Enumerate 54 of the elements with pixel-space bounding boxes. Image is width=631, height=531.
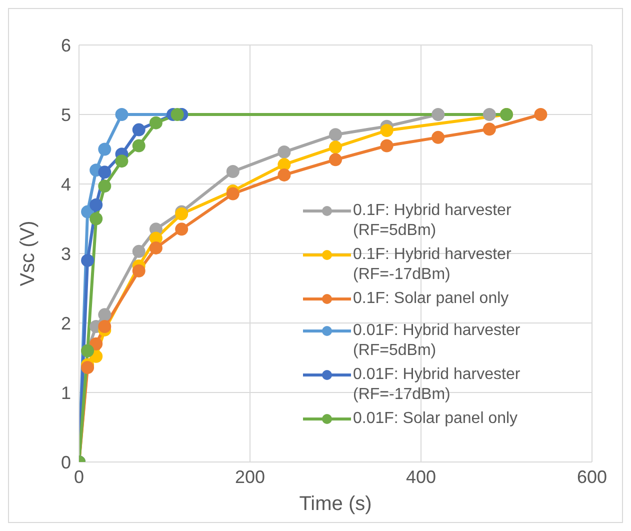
point [90, 198, 103, 212]
y-tick-label: 5 [60, 104, 71, 125]
point [329, 140, 342, 154]
x-tick-label: 200 [234, 466, 266, 487]
point [115, 108, 128, 121]
point [98, 308, 112, 322]
point [432, 108, 445, 121]
point [329, 153, 342, 166]
x-tick-label: 400 [406, 466, 436, 487]
y-axis-title: Vsc (V) [17, 220, 40, 286]
point [132, 264, 146, 278]
point [278, 168, 291, 182]
point [482, 108, 496, 121]
point [98, 320, 112, 333]
point [149, 116, 162, 130]
point [534, 108, 548, 121]
point [432, 130, 445, 144]
legend-label: 0.01F: Hybrid harvester (RF=5dBm) [353, 321, 522, 361]
y-tick-label: 4 [60, 174, 71, 194]
point [226, 187, 240, 200]
point [98, 180, 112, 193]
legend-label: 0.01F: Solar panel only [353, 409, 518, 429]
legend-label: 0.01F: Hybrid harvester (RF=-17dBm) [353, 365, 522, 405]
point [90, 337, 103, 350]
point [98, 142, 112, 156]
x-tick-label: 600 [576, 466, 608, 487]
y-tick-label: 2 [60, 313, 71, 334]
x-tick-label: 0 [74, 466, 84, 487]
point [482, 122, 496, 136]
y-tick-label: 0 [60, 452, 71, 472]
y-tick-label: 1 [60, 382, 71, 403]
y-tick-label: 6 [60, 35, 71, 56]
point [149, 241, 162, 254]
point [81, 360, 94, 374]
point [329, 128, 342, 142]
x-axis-title: Time (s) [299, 493, 372, 515]
y-tick-label: 3 [60, 244, 71, 264]
legend-label: 0.1F: Hybrid harvester (RF=-17dBm) [353, 245, 512, 285]
point [132, 139, 146, 152]
point [380, 124, 394, 137]
legend-label: 0.1F: Hybrid harvester (RF=5dBm) [353, 201, 512, 241]
point [380, 139, 394, 152]
point [81, 254, 94, 267]
point [175, 222, 188, 236]
point [132, 244, 146, 258]
legend-label: 0.1F: Solar panel only [353, 289, 509, 309]
point [98, 166, 112, 179]
point [90, 212, 103, 226]
point [115, 154, 128, 168]
point [278, 158, 291, 172]
point [278, 146, 291, 159]
point [132, 123, 146, 136]
point [226, 164, 240, 178]
point [170, 108, 184, 121]
